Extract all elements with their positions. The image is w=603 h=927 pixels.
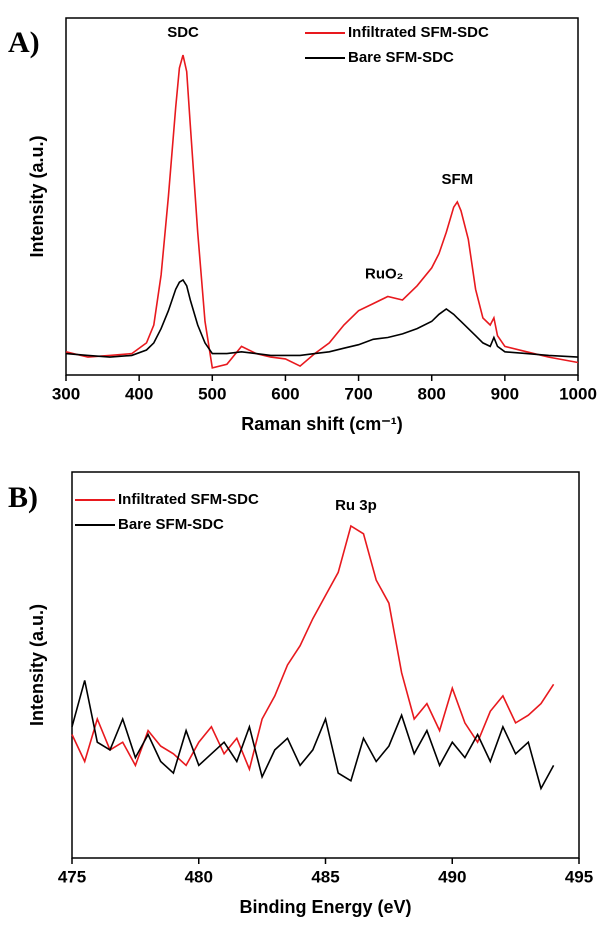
- x-tick-label: 480: [185, 867, 213, 886]
- x-tick-label: 475: [58, 867, 86, 886]
- x-tick-label: 490: [438, 867, 466, 886]
- x-tick-label: 485: [311, 867, 339, 886]
- annotation: Ru 3p: [335, 497, 377, 514]
- x-axis-title: Binding Energy (eV): [239, 897, 411, 917]
- annotation: RuO₂: [365, 265, 403, 282]
- y-axis-title: Intensity (a.u.): [27, 135, 47, 257]
- legend-label: Infiltrated SFM-SDC: [118, 491, 259, 508]
- plot-frame: [65, 17, 579, 376]
- x-axis-title: Raman shift (cm⁻¹): [241, 414, 403, 434]
- annotation: SFM: [441, 171, 473, 188]
- annotation: SDC: [167, 24, 199, 41]
- y-axis-title: Intensity (a.u.): [27, 604, 47, 726]
- x-tick-label: 700: [344, 384, 372, 403]
- data-line: [71, 524, 555, 772]
- legend-label: Infiltrated SFM-SDC: [348, 24, 489, 41]
- x-tick-label: 300: [52, 384, 80, 403]
- x-tick-label: 900: [491, 384, 519, 403]
- data-line: [65, 278, 579, 358]
- x-tick-label: 1000: [559, 384, 597, 403]
- x-tick-label: 495: [565, 867, 593, 886]
- x-tick-label: 500: [198, 384, 226, 403]
- x-tick-label: 600: [271, 384, 299, 403]
- data-line: [71, 680, 555, 791]
- x-tick-label: 400: [125, 384, 153, 403]
- panel-label: A): [8, 26, 40, 59]
- panel-label: B): [8, 481, 38, 514]
- legend-label: Bare SFM-SDC: [118, 516, 224, 533]
- x-tick-label: 800: [418, 384, 446, 403]
- legend-label: Bare SFM-SDC: [348, 49, 454, 66]
- data-line: [65, 54, 579, 369]
